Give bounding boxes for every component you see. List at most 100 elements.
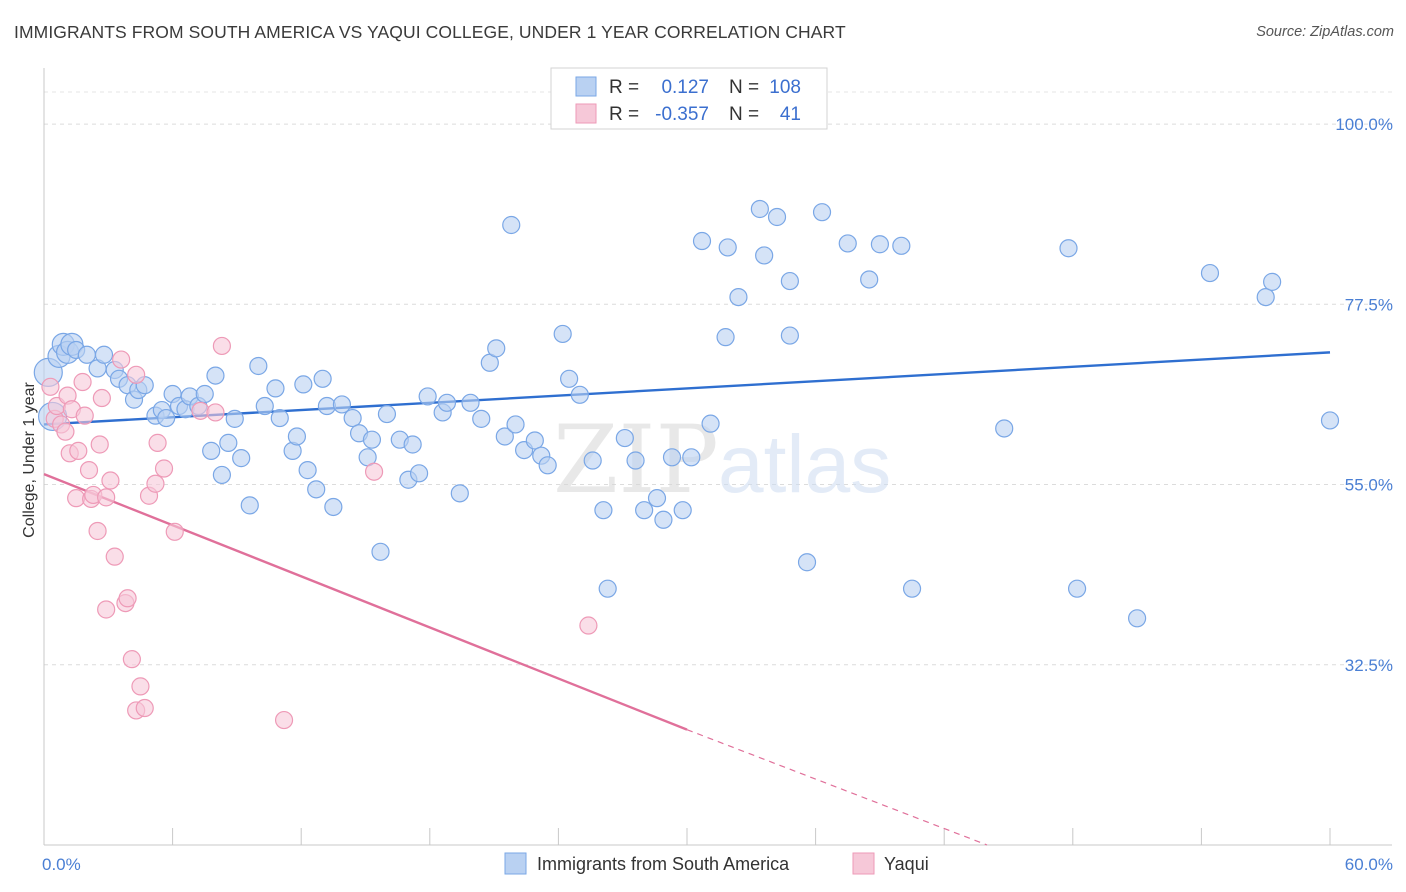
point-s0-50	[377, 404, 397, 424]
point-s0-42	[317, 396, 337, 416]
point-s0-104	[1127, 609, 1147, 628]
point-s1-32	[148, 433, 167, 452]
point-s0-107	[1263, 272, 1282, 291]
chart-title: IMMIGRANTS FROM SOUTH AMERICA VS YAQUI C…	[14, 22, 846, 42]
point-s1-35	[191, 401, 210, 420]
point-s0-101	[995, 419, 1014, 438]
legend-n-value-1: 108	[769, 77, 801, 98]
point-s1-22	[112, 350, 131, 369]
point-s0-82	[673, 501, 692, 520]
point-s0-91	[767, 207, 787, 227]
point-s0-88	[729, 287, 748, 307]
point-s1-36	[206, 403, 225, 422]
watermark: ZIP atlas	[553, 406, 891, 515]
y-tick-label-0: 32.5%	[1345, 656, 1393, 675]
point-s0-106	[1256, 287, 1275, 307]
x-tick-label-0: 0.0%	[42, 855, 81, 874]
source-label: Source: ZipAtlas.com	[1256, 24, 1394, 40]
point-s0-72	[570, 385, 589, 404]
point-s1-11	[75, 406, 94, 425]
point-s0-59	[461, 393, 480, 412]
point-s0-100	[902, 579, 922, 598]
point-s0-30	[232, 449, 251, 468]
point-s0-62	[487, 339, 506, 358]
legend-n-value-2: 41	[780, 104, 801, 125]
point-s0-102	[1059, 239, 1078, 258]
point-s0-54	[409, 464, 429, 483]
point-s1-28	[131, 677, 150, 696]
point-s0-39	[298, 461, 317, 480]
point-s0-28	[219, 433, 238, 452]
point-s1-0	[41, 377, 60, 396]
point-s0-78	[635, 501, 654, 520]
point-s1-38	[274, 710, 294, 730]
legend-swatch-pink	[575, 103, 597, 124]
y-tick-label-3: 100.0%	[1335, 115, 1393, 134]
point-s0-90	[755, 246, 774, 265]
point-s1-29	[135, 698, 154, 718]
point-s0-43	[324, 497, 343, 517]
point-s1-21	[105, 547, 124, 566]
point-s1-37	[212, 336, 231, 356]
point-s0-73	[583, 451, 602, 470]
point-s1-24	[118, 589, 137, 608]
point-s1-12	[79, 461, 99, 480]
series-legend: Immigrants from South America Yaqui	[504, 852, 929, 875]
stats-legend: R = 0.127 N = 108 R = -0.357 N = 41	[550, 67, 828, 130]
point-s1-15	[88, 521, 107, 541]
point-s0-85	[701, 414, 720, 433]
x-tick-label-1: 60.0%	[1345, 855, 1393, 874]
point-s1-16	[90, 435, 109, 454]
point-s0-97	[860, 270, 879, 289]
grid-lines	[44, 91, 1392, 666]
point-s0-75	[598, 579, 617, 598]
point-s1-4	[56, 422, 75, 441]
point-s0-64	[502, 215, 521, 235]
point-s1-19	[97, 488, 116, 507]
point-s1-25	[122, 650, 141, 669]
point-s0-93	[780, 271, 799, 291]
point-s0-25	[202, 441, 221, 460]
trend-line-1	[43, 473, 688, 731]
point-s0-32	[249, 356, 268, 376]
point-s0-40	[307, 480, 326, 499]
series-name-1: Immigrants from South America	[537, 854, 790, 874]
point-s0-18	[157, 408, 176, 428]
point-s0-53	[403, 435, 422, 454]
legend-r-label-2: R =	[609, 104, 639, 125]
watermark-atlas: atlas	[718, 419, 891, 510]
point-s0-26	[206, 366, 225, 385]
point-s0-63	[495, 427, 514, 446]
y-axis-label: College, Under 1 year	[21, 382, 38, 538]
point-s0-71	[560, 369, 579, 388]
point-s1-17	[92, 388, 111, 408]
point-s0-48	[362, 430, 382, 449]
point-s0-80	[654, 510, 673, 529]
point-s0-76	[615, 428, 634, 448]
point-s1-9	[69, 441, 88, 460]
point-s0-108	[1320, 411, 1340, 430]
point-s0-69	[538, 456, 557, 475]
y-tick-label-2: 77.5%	[1345, 295, 1393, 314]
point-s0-96	[838, 234, 857, 253]
point-s0-99	[892, 236, 911, 255]
point-s0-44	[332, 395, 352, 414]
point-s0-84	[692, 231, 712, 251]
point-s0-74	[594, 501, 613, 520]
x-tick-labels: 0.0% 60.0%	[42, 855, 1393, 874]
series-swatch-pink	[852, 852, 875, 875]
point-s0-38	[294, 375, 313, 394]
point-s0-89	[750, 199, 769, 219]
y-tick-labels: 32.5% 55.0% 77.5% 100.0%	[1335, 115, 1393, 675]
legend-r-value-2: -0.357	[655, 104, 709, 125]
point-s0-105	[1200, 263, 1220, 283]
point-s0-27	[212, 465, 231, 485]
point-s0-24	[195, 384, 214, 404]
series-swatch-blue	[504, 852, 527, 875]
point-s0-70	[553, 324, 572, 344]
point-s0-49	[371, 542, 390, 561]
point-s0-92	[780, 326, 799, 345]
point-s0-81	[662, 448, 682, 467]
point-s0-60	[472, 409, 491, 428]
point-s0-86	[716, 328, 735, 347]
